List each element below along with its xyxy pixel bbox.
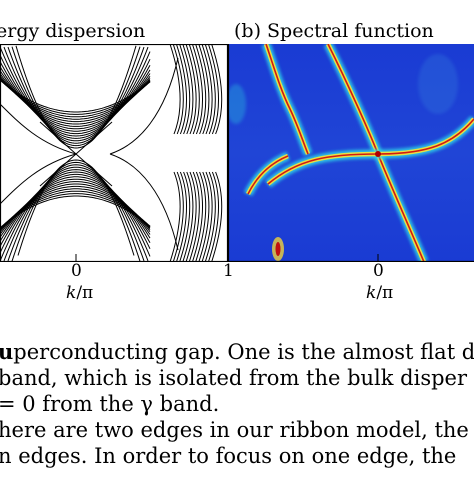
band-upper: [0, 79, 151, 115]
band-lower: [0, 195, 151, 229]
band-cluster: [207, 44, 219, 135]
panel-a-xlabel: k/π: [66, 283, 94, 303]
arc-band-core: [247, 155, 289, 195]
band-cluster: [169, 171, 181, 262]
edge-state: [0, 103, 77, 155]
edge-state: [0, 153, 77, 205]
band-cluster: [191, 44, 203, 135]
band-lower: [0, 185, 151, 231]
band-upper: [0, 78, 151, 120]
band-cluster: [198, 44, 210, 135]
band-cluster: [195, 171, 207, 262]
body-paragraph: uperconducting gap. One is the almost fl…: [0, 334, 474, 494]
left-band: [261, 44, 313, 156]
band-cluster: [195, 44, 207, 135]
spectral-function-heatmap: [228, 44, 474, 262]
intensity-peak: [375, 151, 381, 157]
band-cluster: [201, 44, 213, 135]
edge-state: [109, 153, 179, 251]
band-cluster: [188, 44, 200, 135]
panel-b-xtick-0: 0: [373, 261, 384, 281]
panel-a-xtick-1: 1: [223, 261, 234, 281]
panel-a-title: ergy dispersion: [0, 20, 146, 42]
band-cluster: [198, 171, 210, 262]
dispersion-bands: [0, 44, 223, 262]
band-cluster: [211, 44, 223, 135]
band-lower: [0, 188, 151, 230]
body-line-1: uperconducting gap. One is the almost fl…: [0, 339, 474, 365]
band-cluster: [179, 171, 191, 262]
band-cluster: [172, 44, 184, 135]
band-cluster: [175, 171, 187, 262]
band-cluster: [204, 44, 216, 135]
intensity-blob-core: [275, 242, 281, 256]
spectral-bands: [228, 44, 474, 262]
left-band-core: [265, 44, 309, 155]
band-cluster: [182, 171, 194, 262]
band-lower: [0, 190, 151, 229]
band-cluster: [207, 171, 219, 262]
panel-b-xlabel: k/π: [366, 283, 394, 303]
arc-band: [243, 151, 290, 197]
halo: [418, 54, 458, 114]
band-cluster: [188, 171, 200, 262]
band-cluster: [179, 44, 191, 135]
panel-b-title: (b) Spectral function: [234, 20, 434, 42]
band-cluster: [185, 44, 197, 135]
band-cluster: [204, 171, 216, 262]
body-line-5: n edges. In order to focus on one edge, …: [0, 444, 457, 468]
band-cluster: [185, 171, 197, 262]
body-line-4: here are two edges in our ribbon model, …: [0, 418, 474, 442]
band-cluster: [172, 171, 184, 262]
band-upper: [0, 79, 151, 113]
energy-dispersion-plot: [0, 44, 228, 262]
band-cluster: [211, 171, 223, 262]
band-cluster: [201, 171, 213, 262]
band-cluster: [182, 44, 194, 135]
band-upper: [15, 45, 137, 149]
band-cluster: [175, 44, 187, 135]
band-upper: [0, 77, 151, 123]
band-upper: [0, 79, 151, 118]
body-line-2: band, which is isolated from the bulk di…: [0, 366, 468, 390]
band-cluster: [191, 171, 203, 262]
halo: [228, 84, 246, 124]
body-line-3: = 0 from the γ band.: [0, 392, 220, 416]
panel-a-xtick-0: 0: [71, 261, 82, 281]
edge-state: [109, 57, 179, 155]
band-cluster: [169, 44, 181, 135]
band-lower: [0, 193, 151, 229]
plot-a-frame: [0, 44, 228, 262]
